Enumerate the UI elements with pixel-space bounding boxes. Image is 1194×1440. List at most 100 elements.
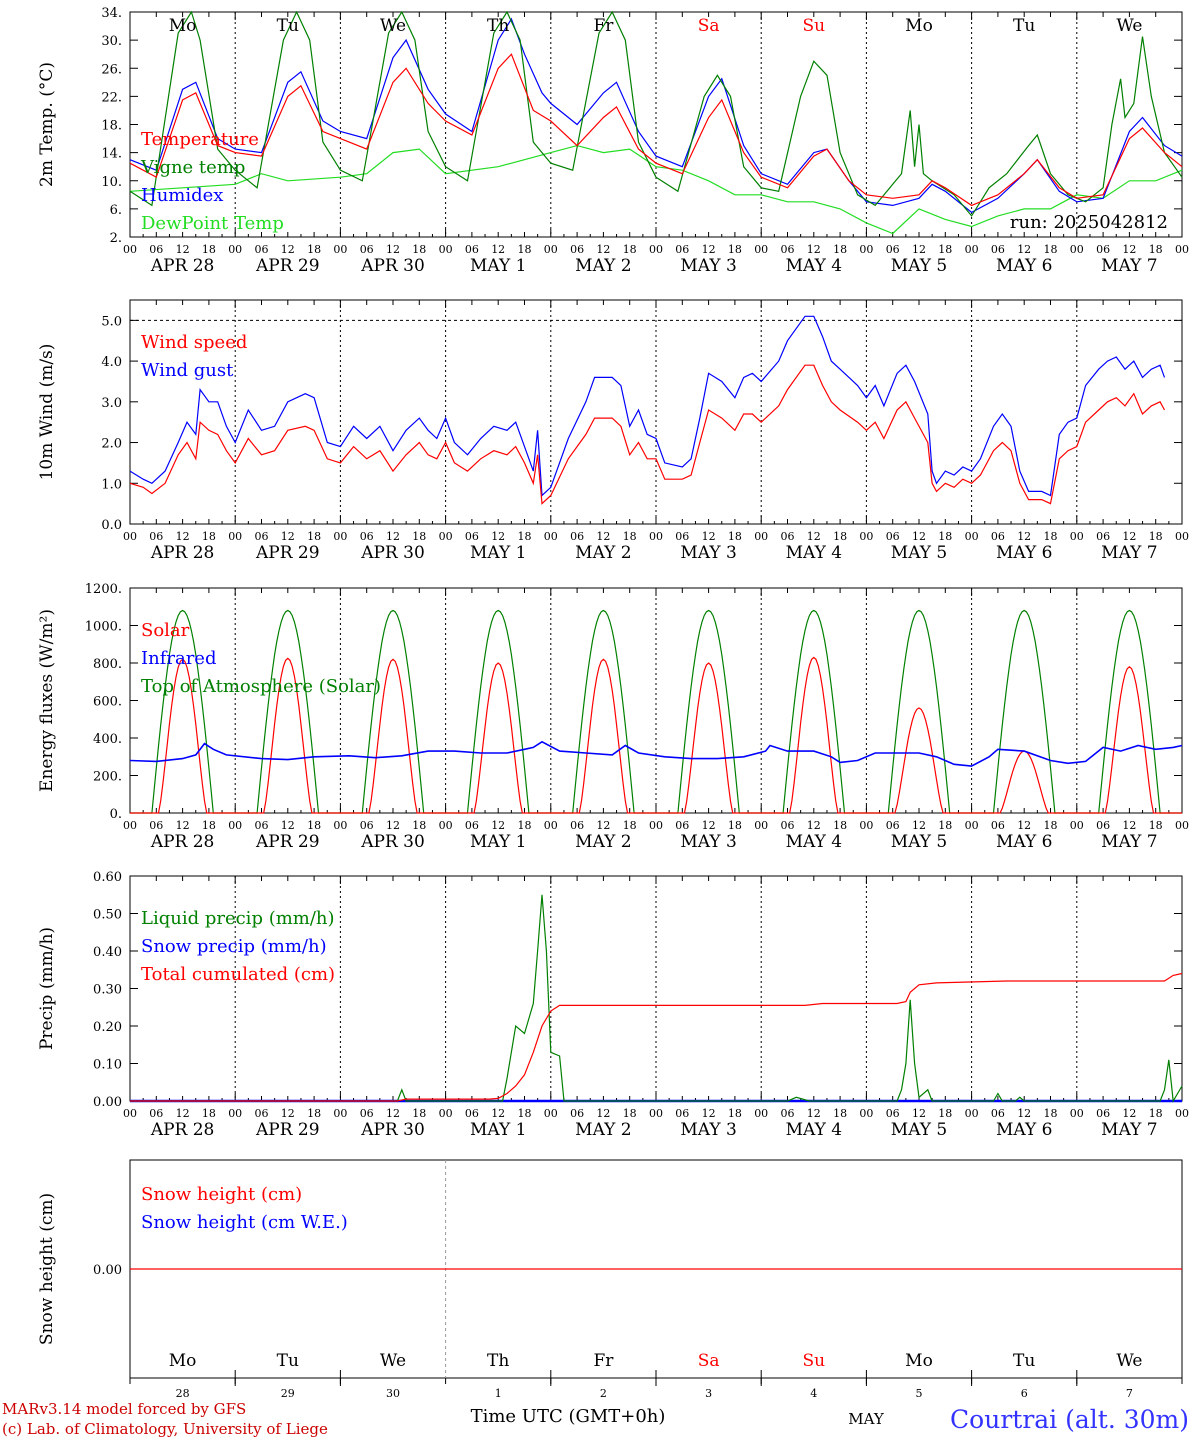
legend-wind-speed: Wind speed (141, 332, 247, 353)
hour-tick-label: 18 (833, 243, 847, 256)
legend-solar: Solar (141, 620, 190, 641)
hour-tick-label: 06 (675, 530, 689, 543)
date-label: MAY 1 (470, 1120, 526, 1140)
day-number-label: 30 (386, 1387, 400, 1400)
day-name-label: Tu (277, 1351, 299, 1371)
hour-tick-label: 12 (1122, 819, 1136, 832)
date-label: MAY 5 (891, 256, 947, 276)
hour-tick-label: 06 (149, 819, 163, 832)
hour-tick-label: 00 (333, 1107, 347, 1120)
hour-tick-label: 00 (123, 1107, 137, 1120)
day-name-label: Mo (905, 16, 933, 36)
hour-tick-label: 00 (1175, 530, 1189, 543)
hour-tick-label: 06 (781, 819, 795, 832)
hour-tick-label: 00 (859, 530, 873, 543)
date-label: APR 28 (150, 832, 215, 852)
hour-tick-label: 00 (754, 1107, 768, 1120)
hour-tick-label: 06 (465, 243, 479, 256)
hour-tick-label: 12 (807, 819, 821, 832)
hour-tick-label: 00 (859, 819, 873, 832)
series-line-wind-gust (129, 315, 1166, 497)
series-line-solar (130, 656, 1182, 814)
hour-tick-label: 06 (886, 819, 900, 832)
hour-tick-label: 12 (702, 530, 716, 543)
hour-tick-label: 00 (1175, 819, 1189, 832)
hour-tick-label: 00 (439, 530, 453, 543)
hour-tick-label: 12 (386, 1107, 400, 1120)
y-tick-label: 0.20 (93, 1020, 122, 1035)
y-tick-label: 4.0 (101, 355, 122, 370)
hour-tick-label: 12 (596, 819, 610, 832)
hour-tick-label: 12 (281, 819, 295, 832)
hour-tick-label: 06 (886, 530, 900, 543)
hour-tick-label: 18 (938, 819, 952, 832)
date-label: MAY 2 (575, 832, 631, 852)
y-axis-label-1: 2m Temp. (°C) (37, 62, 57, 187)
hour-tick-label: 18 (938, 530, 952, 543)
day-name-label: We (380, 16, 406, 36)
hour-tick-label: 00 (544, 243, 558, 256)
series-line-temperature (129, 53, 1183, 207)
hour-tick-label: 06 (255, 530, 269, 543)
legend-snow-precip-mm-h-: Snow precip (mm/h) (141, 936, 327, 957)
hour-tick-label: 12 (1017, 1107, 1031, 1120)
date-label: MAY 5 (891, 832, 947, 852)
hour-tick-label: 06 (465, 530, 479, 543)
y-tick-label: 30. (101, 34, 122, 49)
hour-tick-label: 18 (833, 530, 847, 543)
hour-tick-label: 06 (570, 243, 584, 256)
hour-tick-label: 18 (1044, 530, 1058, 543)
legend-dewpoint-temp: DewPoint Temp (141, 213, 284, 234)
hour-tick-label: 00 (333, 530, 347, 543)
date-label: MAY 6 (996, 832, 1052, 852)
hour-tick-label: 18 (728, 243, 742, 256)
hour-tick-label: 12 (386, 530, 400, 543)
date-label: MAY 1 (470, 832, 526, 852)
series-line-total-cumulated (130, 972, 1183, 1102)
legend-snow-height-cm-w-e-: Snow height (cm W.E.) (141, 1212, 348, 1233)
hour-tick-label: 06 (465, 819, 479, 832)
y-axis-label-5: Snow height (cm) (37, 1193, 57, 1345)
y-tick-label: 600. (93, 695, 122, 710)
day-name-label: We (1116, 16, 1142, 36)
hour-tick-label: 06 (886, 243, 900, 256)
hour-tick-label: 12 (491, 819, 505, 832)
day-number-label: 2 (600, 1387, 607, 1400)
hour-tick-label: 18 (728, 1107, 742, 1120)
y-tick-label: 22. (101, 90, 122, 105)
hour-tick-label: 18 (307, 819, 321, 832)
y-tick-label: 200. (93, 770, 122, 785)
hour-tick-label: 00 (544, 819, 558, 832)
hour-tick-label: 12 (912, 530, 926, 543)
hour-tick-label: 06 (570, 530, 584, 543)
date-label: MAY 2 (575, 543, 631, 563)
hour-tick-label: 06 (1096, 530, 1110, 543)
legend-vigne-temp: Vigne temp (140, 157, 245, 178)
hour-tick-label: 00 (649, 530, 663, 543)
hour-tick-label: 12 (386, 819, 400, 832)
y-tick-label: 34. (101, 6, 122, 21)
hour-tick-label: 12 (491, 530, 505, 543)
hour-tick-label: 00 (1175, 243, 1189, 256)
hour-tick-label: 12 (281, 530, 295, 543)
hour-tick-label: 06 (149, 243, 163, 256)
hour-tick-label: 12 (912, 243, 926, 256)
hour-tick-label: 00 (228, 819, 242, 832)
date-label: APR 28 (150, 1120, 215, 1140)
hour-tick-label: 06 (781, 243, 795, 256)
hour-tick-label: 18 (623, 1107, 637, 1120)
hour-tick-label: 06 (255, 243, 269, 256)
hour-tick-label: 00 (1070, 530, 1084, 543)
hour-tick-label: 00 (859, 1107, 873, 1120)
hour-tick-label: 06 (781, 530, 795, 543)
hour-tick-label: 18 (518, 530, 532, 543)
hour-tick-label: 12 (386, 243, 400, 256)
hour-tick-label: 12 (281, 1107, 295, 1120)
hour-tick-label: 00 (228, 243, 242, 256)
series-line-top-of-atmosphere-solar (130, 609, 1182, 814)
date-label: APR 30 (360, 256, 425, 276)
day-name-label: Mo (169, 1351, 197, 1371)
hour-tick-label: 00 (1070, 819, 1084, 832)
y-tick-label: 800. (93, 657, 122, 672)
